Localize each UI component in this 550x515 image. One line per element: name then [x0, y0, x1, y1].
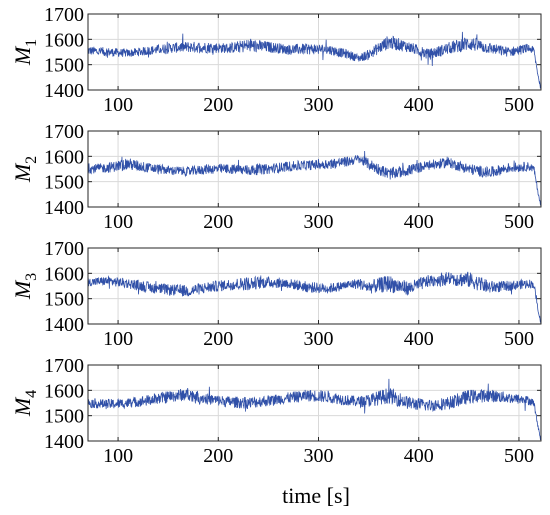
- y-tick-label: 1600: [44, 380, 84, 402]
- x-tick-label: 200: [203, 328, 233, 350]
- y-axis-label-subscript: 1: [23, 39, 40, 47]
- y-axis-label-main: M: [10, 45, 35, 66]
- y-tick-label: 1500: [44, 172, 84, 194]
- y-tick-label: 1400: [44, 314, 84, 336]
- y-axis-label-subscript: 3: [23, 273, 40, 281]
- x-tick-label: 400: [404, 94, 434, 116]
- axes-frame: [87, 13, 542, 91]
- x-tick-label: 500: [504, 445, 534, 467]
- y-tick-label: 1400: [44, 197, 84, 219]
- y-tick-label: 1600: [44, 263, 84, 285]
- x-tick-label: 100: [103, 94, 133, 116]
- x-tick-label: 200: [203, 445, 233, 467]
- y-axis-label-3: M3: [10, 273, 40, 300]
- series-line-4: [88, 378, 541, 441]
- series-line-2: [88, 151, 541, 207]
- x-tick-label: 100: [103, 328, 133, 350]
- y-axis-label-subscript: 2: [23, 156, 40, 164]
- y-axis-label-main: M: [10, 162, 35, 183]
- y-axis-label-subscript: 4: [23, 390, 40, 398]
- y-tick-label: 1700: [44, 121, 84, 143]
- y-tick-label: 1700: [44, 4, 84, 26]
- y-tick-label: 1600: [44, 29, 84, 51]
- y-tick-label: 1500: [44, 55, 84, 77]
- y-axis-label-1: M1: [10, 39, 40, 66]
- x-tick-label: 300: [304, 211, 334, 233]
- x-tick-label: 400: [404, 211, 434, 233]
- x-tick-label: 500: [504, 94, 534, 116]
- y-axis-label-2: M2: [10, 156, 40, 183]
- x-tick-label: 100: [103, 211, 133, 233]
- x-tick-label: 400: [404, 328, 434, 350]
- x-tick-label: 500: [504, 211, 534, 233]
- x-tick-label: 300: [304, 94, 334, 116]
- y-tick-label: 1700: [44, 355, 84, 377]
- x-tick-label: 300: [304, 445, 334, 467]
- x-tick-label: 500: [504, 328, 534, 350]
- y-axis-label-main: M: [10, 279, 35, 300]
- y-axis-label-main: M: [10, 396, 35, 417]
- axes-frame: [87, 364, 542, 442]
- y-tick-label: 1600: [44, 146, 84, 168]
- x-tick-label: 200: [203, 211, 233, 233]
- y-tick-label: 1400: [44, 80, 84, 102]
- y-tick-label: 1500: [44, 289, 84, 311]
- axes-frame: [87, 247, 542, 325]
- x-axis-label: time [s]: [282, 483, 350, 508]
- x-tick-label: 400: [404, 445, 434, 467]
- x-tick-label: 300: [304, 328, 334, 350]
- x-tick-label: 100: [103, 445, 133, 467]
- y-axis-label-4: M4: [10, 390, 40, 417]
- y-tick-label: 1400: [44, 431, 84, 453]
- series-line-1: [88, 31, 541, 90]
- x-tick-label: 200: [203, 94, 233, 116]
- y-tick-label: 1500: [44, 406, 84, 428]
- y-tick-label: 1700: [44, 238, 84, 260]
- series-line-3: [88, 271, 541, 324]
- axes-frame: [87, 130, 542, 208]
